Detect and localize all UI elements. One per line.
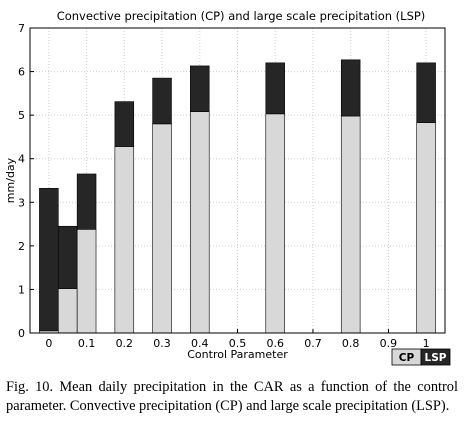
x-tick-label: 1 (423, 337, 430, 350)
x-tick-label: 0.3 (153, 337, 171, 350)
figure-caption: Fig. 10. Mean daily precipitation in the… (6, 379, 458, 414)
x-tick-label: 0.9 (380, 337, 398, 350)
x-tick-label: 0.8 (342, 337, 360, 350)
bar-cp-0.6 (265, 113, 285, 334)
x-tick-label: 0.1 (78, 337, 96, 350)
bar-lsp-1 (416, 62, 436, 123)
x-tick-label: 0 (45, 337, 52, 350)
bar-cp-0.2 (114, 146, 135, 334)
x-tick-label: 0.2 (116, 337, 134, 350)
y-tick-label: 0 (18, 327, 25, 340)
y-tick-label: 1 (18, 283, 25, 296)
y-tick-label: 4 (18, 153, 25, 166)
y-tick-label: 6 (18, 66, 25, 79)
bar-cp-0.05 (57, 288, 78, 334)
bar-lsp-0.3 (152, 77, 172, 125)
legend-label-cp: CP (399, 352, 415, 364)
bar-lsp-0.6 (265, 62, 285, 115)
legend: CP LSP (391, 348, 451, 366)
y-axis-label: mm/day (4, 157, 17, 203)
x-tick-label: 0.5 (229, 337, 247, 350)
bar-cp-0.4 (190, 111, 210, 334)
x-tick-label: 0.6 (266, 337, 284, 350)
x-tick-label: 0.7 (304, 337, 322, 350)
bar-lsp-0.05 (57, 225, 78, 289)
bar-cp-0.8 (340, 115, 361, 334)
bar-lsp-0.8 (340, 59, 361, 117)
y-tick-labels: 0 1 2 3 4 5 6 7 (18, 22, 25, 340)
precipitation-chart: Convective precipitation (CP) and large … (4, 9, 451, 366)
bar-lsp-0.4 (190, 65, 210, 112)
bar-lsp-0.1 (76, 173, 97, 230)
bar-lsp-0.2 (114, 101, 135, 147)
bar-lsp-0 (39, 188, 59, 332)
y-tick-label: 2 (18, 240, 25, 253)
y-tick-label: 3 (18, 196, 25, 209)
bar-cp-0.1 (76, 229, 97, 334)
bar-cp-0.3 (152, 123, 172, 334)
y-tick-label: 7 (18, 22, 25, 35)
legend-label-lsp: LSP (425, 352, 447, 364)
x-tick-label: 0.4 (191, 337, 209, 350)
x-axis-label: Control Parameter (187, 348, 288, 361)
chart-title: Convective precipitation (CP) and large … (57, 9, 426, 23)
y-tick-label: 5 (18, 109, 25, 122)
bar-cp-1 (416, 122, 436, 334)
legend-swatch-lsp (420, 348, 451, 366)
x-tick-labels: 0 0.1 0.2 0.3 0.4 0.5 0.6 0.7 0.8 0.9 1 (45, 337, 429, 350)
plot-frame (29, 27, 446, 334)
